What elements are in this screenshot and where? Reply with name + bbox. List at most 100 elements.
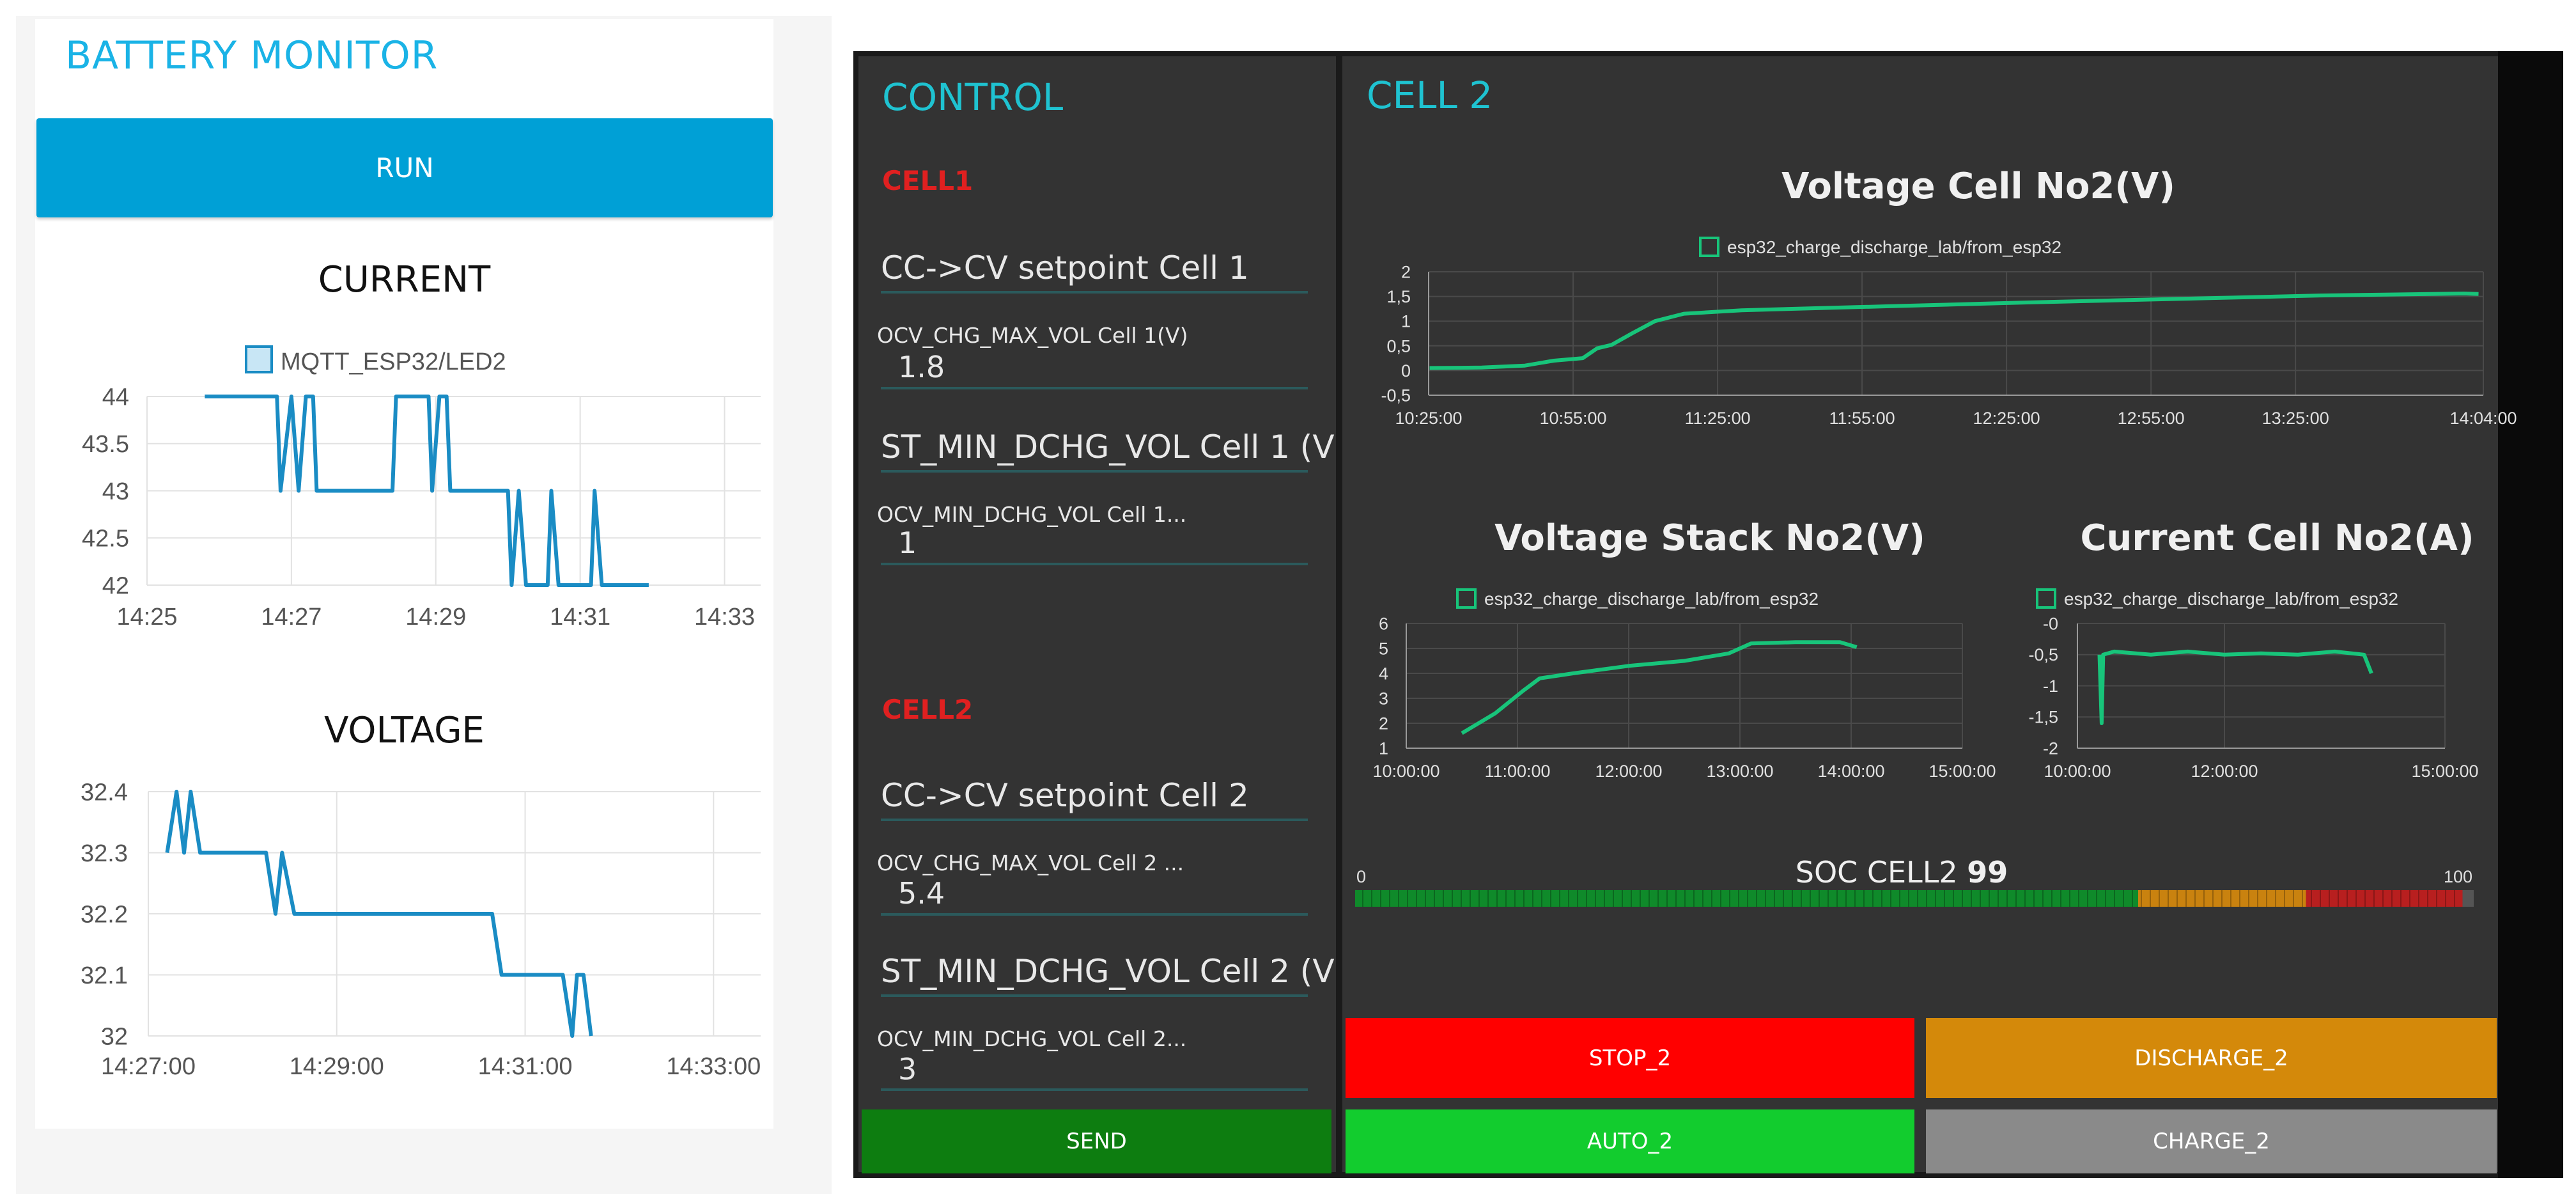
stop-2-button[interactable]: STOP_2: [1346, 1018, 1914, 1098]
ocv-min-dchg-cell2-label: OCV_MIN_DCHG_VOL Cell 2...: [877, 1026, 1187, 1051]
charge-2-button[interactable]: CHARGE_2: [1926, 1109, 2497, 1173]
y-tick-label: 32.3: [81, 840, 128, 867]
st-min-dchg-cell1-line: [881, 470, 1308, 473]
cell2-title: CELL 2: [1367, 74, 1493, 117]
ocv-chg-max-cell1-input[interactable]: 1.8: [898, 350, 945, 384]
soc-min-label: 0: [1356, 867, 1366, 886]
discharge-2-button[interactable]: DISCHARGE_2: [1926, 1018, 2497, 1098]
x-tick-label: 13:00:00: [1706, 762, 1773, 781]
legend-swatch: [2036, 588, 2056, 609]
y-tick-label: 42: [102, 572, 129, 599]
legend-swatch: [1699, 237, 1719, 257]
y-tick-label: 32: [101, 1023, 128, 1050]
y-tick-label: 1: [1379, 739, 1388, 758]
x-tick-label: 11:00:00: [1484, 762, 1550, 781]
y-tick-label: 42.5: [82, 526, 129, 552]
legend-label: esp32_charge_discharge_lab/from_esp32: [2064, 589, 2398, 609]
cc-cv-setpoint-cell2-label: CC->CV setpoint Cell 2: [881, 777, 1249, 814]
soc-fill-segment: [2306, 890, 2463, 907]
x-tick-label: 15:00:00: [1928, 762, 1996, 781]
chart-title: Voltage Cell No2(V): [1781, 166, 2175, 207]
cell2-tag: CELL2: [882, 694, 974, 725]
series-line: [165, 790, 593, 1038]
x-tick-label: 11:25:00: [1685, 409, 1751, 428]
ocv-min-dchg-cell2-input[interactable]: 3: [898, 1052, 917, 1086]
voltage-heading: VOLTAGE: [324, 710, 485, 751]
control-column: [858, 56, 1336, 1172]
x-tick-label: 10:00:00: [1372, 762, 1439, 781]
x-tick-label: 12:25:00: [1973, 409, 2040, 428]
ocv-chg-max-cell1-line: [881, 387, 1308, 389]
soc-fill-segment: [1355, 890, 2138, 907]
cc-cv-setpoint-cell1-label: CC->CV setpoint Cell 1: [881, 249, 1249, 286]
x-tick-label: 14:25: [116, 604, 177, 631]
page-title: BATTERY MONITOR: [65, 33, 438, 78]
series-line: [2097, 649, 2373, 725]
x-tick-label: 13:25:00: [2262, 409, 2329, 428]
x-tick-label: 12:55:00: [2118, 409, 2185, 428]
cell1-tag: CELL1: [882, 165, 974, 196]
current-heading: CURRENT: [318, 259, 491, 301]
y-tick-label: 32.4: [81, 779, 128, 806]
send-button[interactable]: SEND: [862, 1109, 1331, 1173]
legend-swatch: [245, 345, 273, 373]
cell2-column: [1342, 56, 2498, 1172]
series-line: [205, 395, 649, 587]
x-tick-label: 14:27:00: [101, 1053, 196, 1080]
st-min-dchg-cell2-line: [881, 994, 1308, 997]
chart-title: Current Cell No2(A): [2080, 517, 2474, 559]
x-tick-label: 14:33:00: [666, 1053, 761, 1080]
y-tick-label: -0,5: [1381, 386, 1411, 405]
current-chart: 44 43.5 43 42.5 42 14:25 14:27 14:29 14:31 14:33 M…: [82, 345, 761, 631]
ocv-min-dchg-cell1-line: [881, 563, 1308, 565]
soc-fill-segment: [2138, 890, 2306, 907]
y-tick-label: 1: [1401, 312, 1411, 331]
soc-label: SOC CELL2 99: [1796, 855, 2008, 889]
voltage-cell-chart: 2 1,5 1 0,5 0 -0,5 10:25:00 10:55:00 11:25:00 11:…: [1381, 166, 2517, 428]
y-tick-label: 1,5: [1386, 287, 1411, 306]
ocv-chg-max-cell1-label: OCV_CHG_MAX_VOL Cell 1(V): [877, 323, 1188, 348]
ocv-chg-max-cell2-input[interactable]: 5.4: [898, 876, 945, 911]
y-tick-label: 2: [1401, 262, 1411, 281]
auto-2-button[interactable]: AUTO_2: [1346, 1109, 1914, 1173]
y-tick-label: 6: [1379, 614, 1388, 633]
x-tick-label: 14:04:00: [2449, 409, 2517, 428]
ocv-min-dchg-cell1-label: OCV_MIN_DCHG_VOL Cell 1...: [877, 502, 1187, 527]
y-tick-label: 43.5: [82, 431, 129, 458]
series-line: [1429, 292, 2479, 370]
st-min-dchg-cell2-label: ST_MIN_DCHG_VOL Cell 2 (V): [881, 953, 1336, 990]
legend-swatch: [1456, 588, 1477, 609]
control-title: CONTROL: [882, 75, 1064, 119]
soc-value: 99: [1967, 855, 2008, 889]
legend-label: esp32_charge_discharge_lab/from_esp32: [1484, 589, 1819, 609]
chart-title: Voltage Stack No2(V): [1494, 517, 1925, 559]
voltage-stack-chart: 6 5 4 3 2 1 10:00:00 11:00:00 12:00:00 13:00:00 14…: [1372, 517, 1996, 781]
y-tick-label: -1: [2043, 677, 2058, 696]
y-tick-label: 32.2: [81, 901, 128, 928]
y-tick-label: -1,5: [2028, 708, 2058, 727]
st-min-dchg-cell1-label: ST_MIN_DCHG_VOL Cell 1 (V): [881, 428, 1336, 466]
ocv-min-dchg-cell2-line: [881, 1088, 1308, 1091]
x-tick-label: 14:31:00: [478, 1053, 573, 1080]
series-line: [1461, 640, 1858, 735]
run-button[interactable]: RUN: [36, 118, 773, 217]
y-tick-label: 0: [1401, 361, 1411, 380]
voltage-chart: 32.4 32.3 32.2 32.1 32 14:27:00 14:29:00 14:31:…: [81, 779, 761, 1080]
soc-gauge: 0 100 SOC CELL2 99: [1355, 855, 2474, 907]
current-cell-chart: -0 -0,5 -1 -1,5 -2 10:00:00 12:00:00 15:00:00 Cu…: [2028, 517, 2478, 781]
scrollbar-strip[interactable]: [2498, 51, 2563, 1178]
y-tick-label: 44: [102, 384, 129, 411]
legend-label: MQTT_ESP32/LED2: [281, 349, 506, 375]
y-tick-label: 4: [1379, 664, 1388, 683]
ocv-chg-max-cell2-line: [881, 913, 1308, 916]
ocv-chg-max-cell2-label: OCV_CHG_MAX_VOL Cell 2 ...: [877, 850, 1184, 875]
x-tick-label: 10:55:00: [1539, 409, 1606, 428]
y-tick-label: 3: [1379, 689, 1388, 708]
y-tick-label: -0,5: [2028, 645, 2058, 664]
ocv-min-dchg-cell1-input[interactable]: 1: [898, 526, 917, 560]
x-tick-label: 12:00:00: [1595, 762, 1662, 781]
x-tick-label: 10:25:00: [1395, 409, 1462, 428]
y-tick-label: 0,5: [1386, 336, 1411, 356]
x-tick-label: 14:27: [261, 604, 322, 631]
